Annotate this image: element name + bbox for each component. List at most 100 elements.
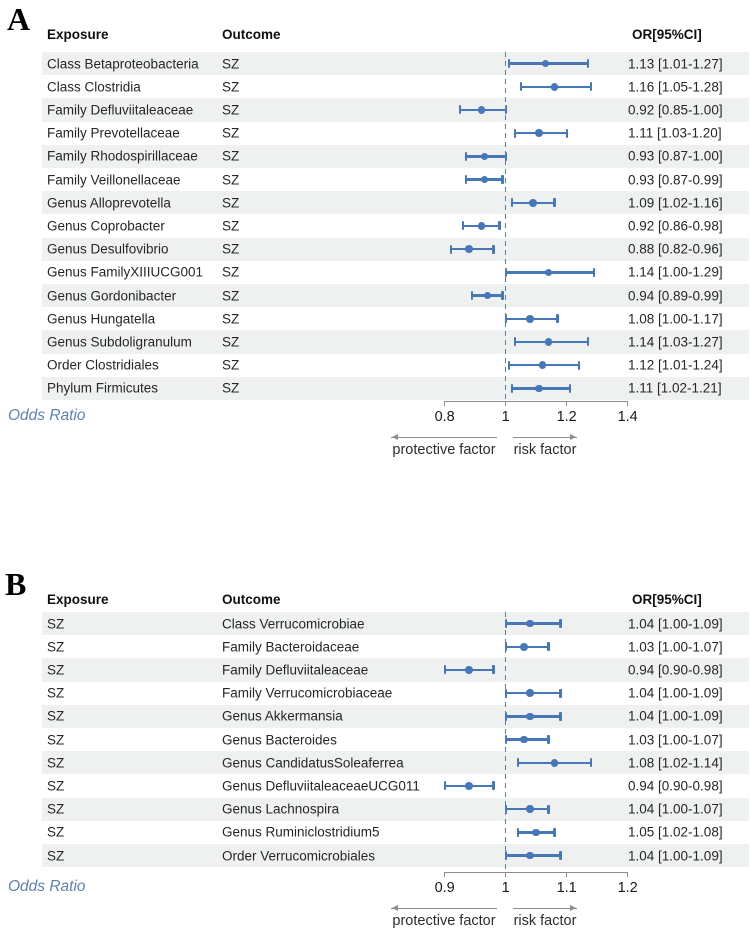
table-row: Genus Subdoligranulum SZ 1.14 [1.03-1.27] [42, 330, 749, 354]
table-row: Family Defluviitaleaceae SZ 0.92 [0.85-1.0… [42, 98, 749, 122]
table-row: Genus FamilyXIIIUCG001 SZ 1.14 [1.00-1.29] [42, 261, 749, 284]
or-ci-cell: 1.16 [1.05-1.28] [628, 79, 723, 95]
ci-endcap [556, 314, 559, 324]
or-point-marker [532, 828, 540, 837]
outcome-cell: SZ [222, 334, 240, 350]
or-point-marker [529, 198, 537, 207]
or-ci-cell: 1.03 [1.00-1.07] [628, 732, 723, 748]
outcome-cell: Genus DefluviitaleaceaeUCG011 [222, 778, 420, 794]
outcome-cell: Genus Lachnospira [222, 801, 340, 817]
panel-a-label: A [7, 1, 31, 37]
table-row: Family Prevotellaceae SZ 1.11 [1.03-1.20] [42, 122, 749, 145]
ci-endcap [559, 851, 562, 861]
or-point-marker [520, 642, 528, 651]
ci-endcap [553, 827, 556, 837]
ci-endcap [547, 735, 550, 745]
exposure-cell: SZ [47, 778, 65, 794]
exposure-cell: Genus Hungatella [47, 311, 156, 327]
axis-tick-label: 1.2 [617, 880, 638, 896]
odds-ratio-axis-title-b: Odds Ratio [8, 878, 86, 895]
or-ci-cell: 1.05 [1.02-1.08] [628, 824, 723, 840]
outcome-cell: SZ [222, 264, 240, 280]
or-point-marker [465, 782, 473, 790]
table-row: Phylum Firmicutes SZ 1.11 [1.02-1.21] [42, 376, 749, 400]
axis-tick-label: 0.9 [434, 880, 455, 896]
exposure-cell: Family Defluviitaleaceae [47, 102, 194, 118]
ci-endcap [586, 59, 590, 69]
outcome-cell: Order Verrucomicrobiales [222, 848, 376, 864]
outcome-cell: Genus Ruminiclostridium5 [222, 824, 380, 840]
table-row: Genus Gordonibacter SZ 0.94 [0.89-0.99] [42, 284, 749, 308]
axis-tick [444, 401, 446, 406]
exposure-cell: Genus Gordonibacter [47, 288, 177, 304]
or-ci-cell: 1.04 [1.00-1.09] [628, 848, 723, 864]
exposure-cell: SZ [47, 848, 65, 864]
table-row: SZ Family Bacteroidaceae 1.03 [1.00-1.07] [42, 635, 749, 658]
exposure-cell: Family Prevotellaceae [47, 125, 180, 141]
ci-endcap [461, 221, 465, 231]
ci-endcap [592, 267, 596, 277]
outcome-cell: SZ [222, 195, 240, 211]
ci-endcap [443, 665, 446, 675]
ci-endcap [589, 82, 593, 92]
or-point-marker [465, 666, 473, 674]
outcome-cell: SZ [222, 102, 240, 118]
exposure-cell: SZ [47, 639, 65, 655]
outcome-cell: SZ [222, 79, 240, 95]
ci-endcap [516, 827, 520, 837]
table-row: SZ Family Defluviitaleaceae 0.94 [0.90-0.9… [42, 658, 749, 682]
ci-endcap [519, 82, 523, 92]
or-ci-cell: 1.11 [1.03-1.20] [628, 125, 722, 141]
outcome-cell: SZ [222, 357, 240, 373]
ci-endcap [449, 244, 452, 254]
outcome-cell: SZ [222, 311, 240, 327]
or-point-marker [526, 314, 534, 323]
or-point-marker [550, 82, 559, 91]
exposure-cell: Class Betaproteobacteria [47, 56, 199, 72]
outcome-cell: SZ [222, 56, 240, 72]
ci-endcap [501, 175, 504, 185]
risk-direction-arrow-a [513, 433, 577, 440]
ci-endcap [507, 360, 510, 370]
protective-direction-arrow-b [391, 904, 497, 911]
exposure-cell: SZ [47, 801, 65, 817]
column-header-outcome-b: Outcome [222, 592, 281, 607]
axis-tick [566, 401, 568, 406]
or-point-marker [480, 152, 489, 161]
ci-endcap [586, 337, 590, 347]
outcome-cell: SZ [222, 241, 240, 257]
axis-tick-label: 1 [501, 409, 510, 425]
risk-factor-label-b: risk factor [513, 913, 577, 929]
or-ci-cell: 0.88 [0.82-0.96] [628, 241, 723, 257]
or-ci-cell: 0.94 [0.90-0.98] [628, 662, 723, 678]
ci-endcap [492, 781, 495, 791]
or-ci-cell: 1.08 [1.02-1.14] [628, 755, 723, 771]
or-ci-cell: 0.93 [0.87-1.00] [628, 148, 723, 164]
outcome-cell: Family Defluviitaleaceae [222, 662, 369, 678]
or-point-marker [550, 758, 559, 767]
exposure-cell: Genus Coprobacter [47, 218, 165, 234]
or-ci-cell: 1.08 [1.00-1.17] [628, 311, 723, 327]
or-ci-cell: 0.92 [0.85-1.00] [628, 102, 723, 118]
table-row: Genus Hungatella SZ 1.08 [1.00-1.17] [42, 307, 749, 330]
or-ci-cell: 1.04 [1.00-1.07] [628, 801, 723, 817]
column-header-exposure-a: Exposure [47, 27, 109, 42]
or-point-marker [541, 59, 550, 68]
or-ci-cell: 1.04 [1.00-1.09] [628, 708, 723, 724]
ci-endcap [565, 128, 568, 138]
exposure-cell: Genus FamilyXIIIUCG001 [47, 264, 204, 280]
ci-endcap [513, 128, 517, 138]
or-point-marker [465, 245, 473, 253]
or-point-marker [526, 851, 534, 860]
outcome-cell: Genus CandidatusSoleaferrea [222, 755, 404, 771]
outcome-cell: Family Bacteroidaceae [222, 639, 360, 655]
or-ci-cell: 1.03 [1.00-1.07] [628, 639, 723, 655]
exposure-cell: Phylum Firmicutes [47, 380, 159, 396]
table-row: SZ Genus Lachnospira 1.04 [1.00-1.07] [42, 797, 749, 821]
table-row: Class Clostridia SZ 1.16 [1.05-1.28] [42, 75, 749, 98]
or-point-marker [526, 712, 534, 721]
ci-endcap [458, 105, 462, 115]
table-row: SZ Genus CandidatusSoleaferrea 1.08 [1.02-… [42, 751, 749, 775]
odds-ratio-axis-title-a: Odds Ratio [8, 407, 86, 424]
outcome-cell: SZ [222, 218, 240, 234]
